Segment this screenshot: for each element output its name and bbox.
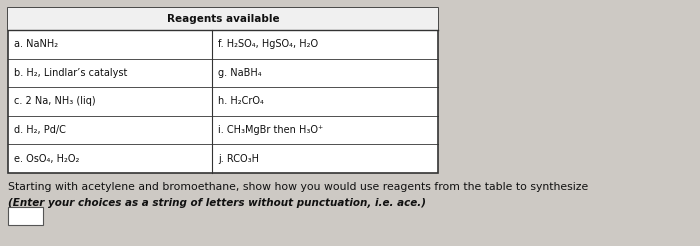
Bar	[8, 8, 438, 30]
Text: e. OsO₄, H₂O₂: e. OsO₄, H₂O₂	[14, 154, 79, 164]
Text: f. H₂SO₄, HgSO₄, H₂O: f. H₂SO₄, HgSO₄, H₂O	[218, 39, 318, 49]
Text: Reagents available: Reagents available	[167, 14, 279, 24]
Bar	[8, 207, 43, 225]
Text: g. NaBH₄: g. NaBH₄	[218, 68, 262, 78]
Text: a. NaNH₂: a. NaNH₂	[14, 39, 58, 49]
Text: c. 2 Na, NH₃ (liq): c. 2 Na, NH₃ (liq)	[14, 96, 96, 107]
Text: (Enter your choices as a string of letters without punctuation, i.e. ace.): (Enter your choices as a string of lette…	[8, 198, 426, 208]
Text: i. CH₃MgBr then H₃O⁺: i. CH₃MgBr then H₃O⁺	[218, 125, 323, 135]
Text: Starting with acetylene and bromoethane, show how you would use reagents from th: Starting with acetylene and bromoethane,…	[8, 182, 592, 192]
Bar	[8, 8, 438, 173]
Text: j. RCO₃H: j. RCO₃H	[218, 154, 259, 164]
Text: d. H₂, Pd/C: d. H₂, Pd/C	[14, 125, 66, 135]
Text: b. H₂, Lindlar’s catalyst: b. H₂, Lindlar’s catalyst	[14, 68, 127, 78]
Text: h. H₂CrO₄: h. H₂CrO₄	[218, 96, 264, 107]
